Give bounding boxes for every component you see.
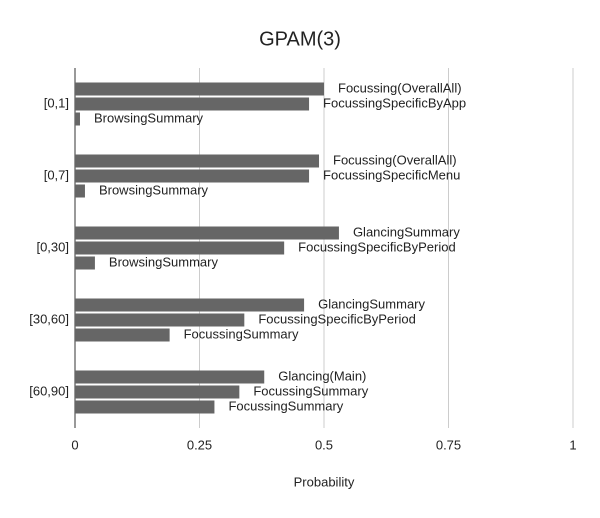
y-tick-label: [60,90] (29, 383, 69, 398)
bar-label: FocussingSpecificMenu (323, 167, 460, 182)
bar-label: BrowsingSummary (94, 110, 204, 125)
bar-label: GlancingSummary (318, 296, 425, 311)
bar-label: FocussingSummary (253, 383, 368, 398)
bar-label: Focussing(OverallAll) (338, 80, 462, 95)
bar (75, 184, 85, 198)
bar-label: BrowsingSummary (109, 254, 219, 269)
x-tick-label: 1 (569, 437, 576, 452)
bar (75, 385, 240, 399)
x-tick-label: 0.25 (187, 437, 212, 452)
bar (75, 226, 339, 240)
x-axis-label: Probability (294, 474, 355, 489)
y-tick-label: [0,7] (44, 167, 69, 182)
x-tick-label: 0.75 (436, 437, 461, 452)
bar-label: FocussingSummary (184, 326, 299, 341)
bar (75, 154, 320, 168)
bar (75, 313, 245, 327)
bar-label: GlancingSummary (353, 224, 460, 239)
bar-label: BrowsingSummary (99, 182, 209, 197)
bar (75, 328, 170, 342)
bar-label: FocussingSpecificByApp (323, 95, 466, 110)
x-tick-label: 0.5 (315, 437, 333, 452)
bar (75, 169, 310, 183)
y-tick-label: [30,60] (29, 311, 69, 326)
bar-label: Focussing(OverallAll) (333, 152, 457, 167)
bar (75, 241, 285, 255)
y-tick-label: [0,30] (36, 239, 69, 254)
chart-title: GPAM(3) (259, 28, 341, 50)
bar-label: Glancing(Main) (278, 368, 366, 383)
bar (75, 82, 324, 96)
x-tick-label: 0 (71, 437, 78, 452)
bar (75, 112, 80, 126)
bar (75, 97, 310, 111)
bar-label: FocussingSpecificByPeriod (298, 239, 456, 254)
bar (75, 400, 215, 414)
bar-label: FocussingSpecificByPeriod (258, 311, 416, 326)
bar (75, 370, 265, 384)
y-tick-label: [0,1] (44, 95, 69, 110)
bar (75, 298, 305, 312)
bar-label: FocussingSummary (228, 398, 343, 413)
bar (75, 256, 95, 270)
